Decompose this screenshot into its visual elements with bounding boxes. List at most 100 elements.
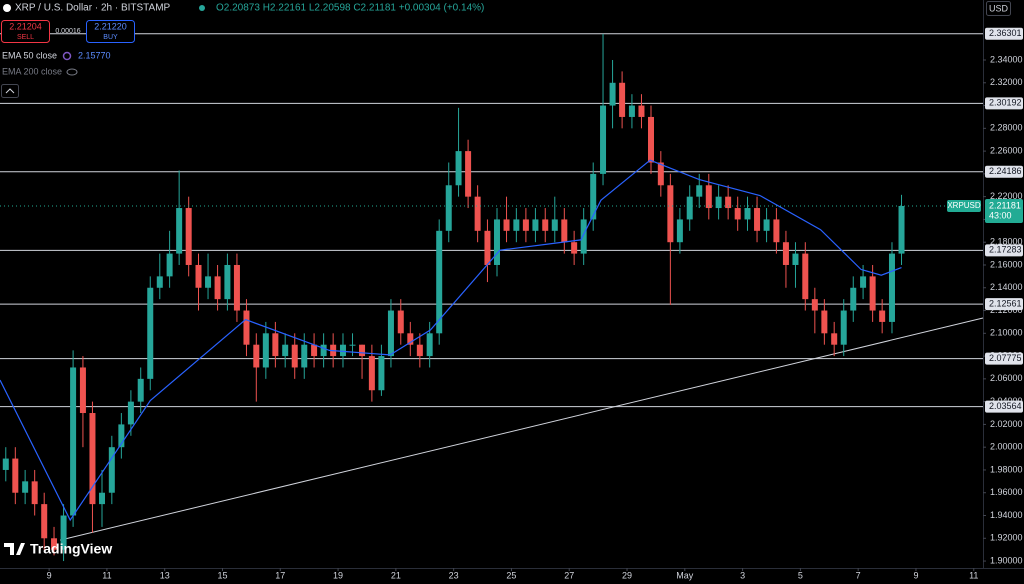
candle-body bbox=[41, 504, 48, 539]
sell-label: SELL bbox=[17, 34, 34, 41]
x-tick-label: 19 bbox=[333, 570, 343, 580]
candle-body bbox=[378, 356, 385, 391]
symbol-icon bbox=[3, 4, 11, 12]
level-label: 2.03564 bbox=[989, 401, 1022, 411]
candle-body bbox=[176, 208, 183, 254]
x-tick-label: 15 bbox=[217, 570, 227, 580]
x-tick-label: 29 bbox=[622, 570, 632, 580]
candle-body bbox=[311, 344, 318, 357]
logo-mark bbox=[4, 543, 25, 555]
candle-body bbox=[647, 116, 654, 163]
buy-button[interactable] bbox=[86, 20, 135, 43]
ema-line bbox=[0, 159, 902, 522]
candle-body bbox=[79, 367, 86, 414]
candle-body bbox=[561, 219, 568, 243]
candle-body bbox=[522, 219, 529, 231]
y-tick-label: 2.22000 bbox=[990, 191, 1023, 201]
level-label: 2.12561 bbox=[989, 299, 1022, 309]
candle-body bbox=[455, 151, 462, 186]
candle-body bbox=[840, 310, 847, 345]
x-tick-label: 3 bbox=[740, 570, 745, 580]
level-label: 2.36301 bbox=[989, 28, 1022, 38]
candle-body bbox=[600, 105, 607, 174]
candle-body bbox=[185, 208, 192, 265]
candle-body bbox=[628, 105, 635, 117]
candle-body bbox=[725, 196, 732, 209]
x-tick-label: 11 bbox=[969, 570, 978, 580]
x-tick-label: 21 bbox=[391, 570, 401, 580]
x-tick-label: 5 bbox=[798, 570, 803, 580]
level-label: 2.17283 bbox=[989, 245, 1022, 255]
y-tick-label: 2.26000 bbox=[990, 145, 1023, 155]
candle-body bbox=[821, 310, 828, 334]
trend-line bbox=[59, 317, 984, 541]
candle-body bbox=[619, 82, 626, 117]
candle-body bbox=[831, 333, 838, 345]
x-tick-label: 9 bbox=[47, 570, 52, 580]
x-tick-label: 23 bbox=[449, 570, 459, 580]
logo-text: TradingView bbox=[30, 541, 112, 557]
y-tick-label: 2.28000 bbox=[990, 123, 1023, 133]
y-tick-label: 2.00000 bbox=[990, 442, 1023, 452]
candle-body bbox=[368, 356, 375, 391]
candle-body bbox=[426, 333, 433, 357]
level-label-box bbox=[985, 27, 1023, 40]
candle-body bbox=[205, 276, 212, 288]
level-label-box bbox=[985, 298, 1023, 311]
level-label-box bbox=[985, 400, 1023, 413]
candle-body bbox=[869, 276, 876, 311]
candle-body bbox=[898, 205, 905, 254]
candle-body bbox=[763, 219, 770, 231]
spread: 0.00016 bbox=[55, 28, 80, 35]
symbol-title: XRP / U.S. Dollar · 2h · BITSTAMP bbox=[15, 3, 171, 14]
candle-body bbox=[657, 162, 664, 186]
candle-body bbox=[147, 287, 154, 379]
candle-body bbox=[493, 219, 500, 265]
candle-body bbox=[233, 264, 240, 311]
candle-body bbox=[436, 230, 443, 334]
candle-body bbox=[580, 219, 587, 254]
candle-body bbox=[754, 208, 761, 231]
level-label-box bbox=[985, 352, 1023, 365]
candle-body bbox=[542, 219, 549, 231]
y-tick-label: 1.96000 bbox=[990, 487, 1023, 497]
ema200-hidden-icon[interactable] bbox=[66, 68, 78, 76]
y-tick-label: 2.14000 bbox=[990, 282, 1023, 292]
candle-body bbox=[503, 219, 510, 231]
candle-body bbox=[551, 219, 558, 231]
collapse-button[interactable] bbox=[1, 84, 19, 98]
y-tick-label: 2.16000 bbox=[990, 259, 1023, 269]
candle-body bbox=[676, 219, 683, 243]
candle-body bbox=[667, 185, 674, 243]
level-label: 2.24186 bbox=[989, 166, 1022, 176]
candle-body bbox=[407, 333, 414, 345]
candle-body bbox=[532, 219, 539, 231]
sell-button[interactable] bbox=[1, 20, 50, 43]
candle-body bbox=[397, 310, 404, 334]
candle-body bbox=[253, 344, 260, 368]
candle-body bbox=[888, 253, 895, 322]
candle-body bbox=[445, 185, 452, 231]
candle-body bbox=[416, 344, 423, 357]
candle-body bbox=[2, 458, 9, 470]
y-tick-label: 2.34000 bbox=[990, 54, 1023, 64]
candle-body bbox=[320, 344, 327, 357]
candle-body bbox=[696, 185, 703, 197]
x-tick-label: 11 bbox=[102, 570, 111, 580]
candle-body bbox=[686, 196, 693, 220]
candle-body bbox=[195, 264, 202, 288]
candle-body bbox=[282, 344, 289, 357]
candle-body bbox=[12, 458, 19, 493]
last-price-symbol: XRPUSD bbox=[947, 201, 981, 210]
x-tick-label: 13 bbox=[160, 570, 170, 580]
currency-button[interactable] bbox=[986, 1, 1011, 16]
candle-body bbox=[243, 310, 250, 345]
candle-body bbox=[465, 151, 472, 197]
candle-body bbox=[339, 344, 346, 357]
level-label-box bbox=[985, 244, 1023, 257]
ema50-settings[interactable] bbox=[62, 51, 72, 61]
candle-body bbox=[387, 310, 394, 357]
candle-body bbox=[705, 185, 712, 209]
market-status bbox=[199, 5, 205, 11]
